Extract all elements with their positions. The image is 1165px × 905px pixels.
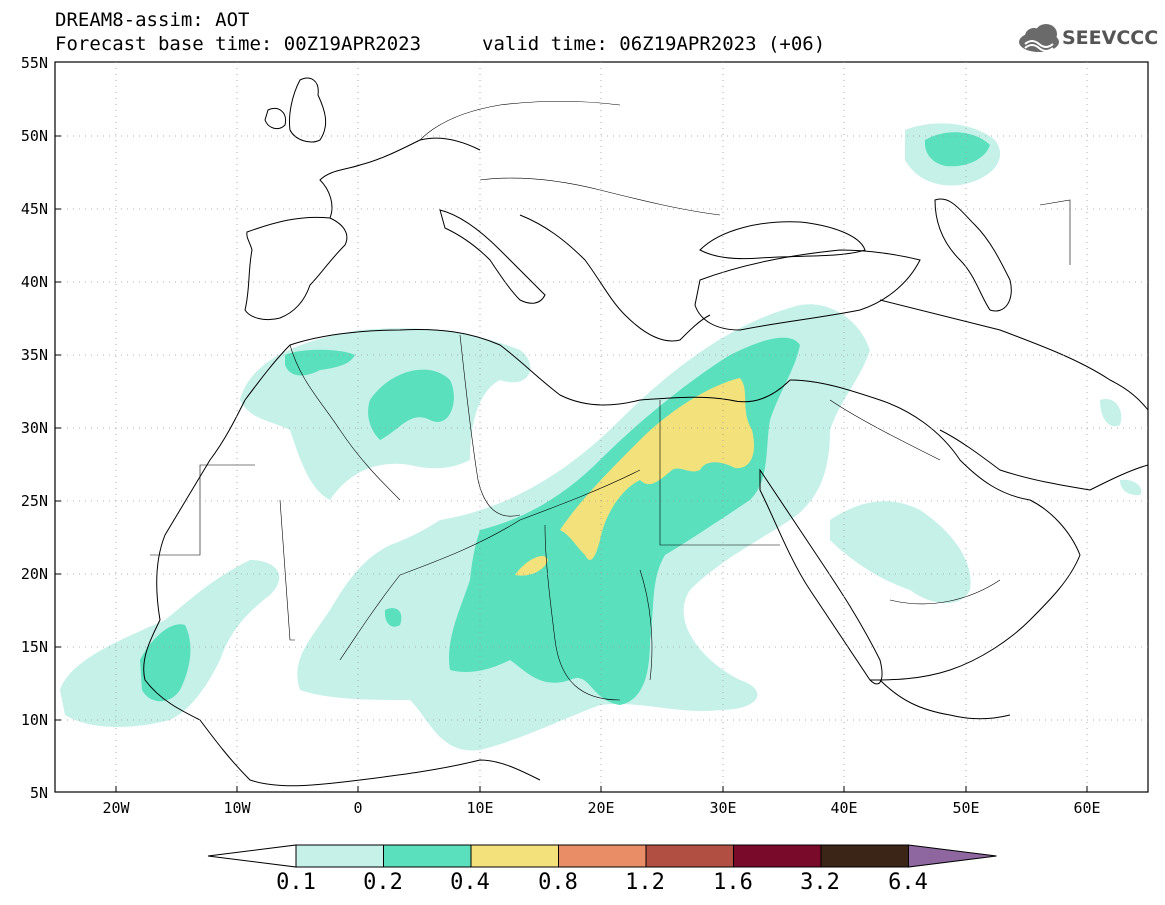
aot-level-0.2: [368, 369, 454, 440]
colorbar-label: 1.6: [713, 870, 753, 895]
lat-label: 55N: [20, 54, 48, 72]
lon-label: 20E: [587, 799, 615, 817]
lat-label: 30N: [20, 419, 48, 437]
colorbar-segment: [733, 844, 822, 868]
lon-label: 10E: [466, 799, 494, 817]
colorbar-over-arrow: [908, 844, 997, 868]
colorbar-segment: [820, 844, 909, 868]
colorbar-segment: [558, 844, 647, 868]
country-borders: [150, 100, 1071, 701]
lon-label: 20W: [102, 799, 130, 817]
lon-label: 0: [353, 799, 363, 817]
aot-level-0.2: [285, 349, 355, 376]
colorbar-label: 0.2: [363, 870, 403, 895]
coastlines: [143, 77, 1149, 787]
colorbar-label: 6.4: [888, 870, 928, 895]
colorbar-label: 0.1: [276, 870, 316, 895]
cloud-logo-icon: [1019, 24, 1059, 52]
lat-label: 25N: [20, 492, 48, 510]
colorbar-label: 0.4: [450, 870, 490, 895]
map-title: DREAM8-assim: AOT: [55, 9, 250, 31]
lat-label: 50N: [20, 127, 48, 145]
lon-label: 60E: [1073, 799, 1101, 817]
aot-level-0.2: [924, 132, 990, 167]
valid-time: valid time: 06Z19APR2023 (+06): [482, 33, 826, 55]
colorbar-label: 3.2: [800, 870, 840, 895]
colorbar-label: 1.2: [625, 870, 665, 895]
aot-level-0.4: [560, 378, 755, 560]
lat-label: 15N: [20, 638, 48, 656]
aot-level-0.1: [830, 501, 971, 604]
colorbar-segment: [470, 844, 559, 868]
lon-label: 50E: [952, 799, 980, 817]
lon-label: 40E: [830, 799, 858, 817]
lat-label: 5N: [29, 784, 48, 802]
lon-label: 30E: [709, 799, 737, 817]
colorbar-segment: [645, 844, 734, 868]
lat-label: 45N: [20, 200, 48, 218]
lon-label: 10W: [223, 799, 251, 817]
aot-level-0.2: [384, 608, 402, 627]
colorbar-label: 0.8: [538, 870, 578, 895]
lat-label: 35N: [20, 346, 48, 364]
aot-level-0.1: [1100, 399, 1122, 427]
aot-level-0.2: [140, 624, 191, 702]
lat-label: 20N: [20, 565, 48, 583]
aot-level-0.1: [1120, 479, 1142, 496]
logo-text: SEEVCCC: [1062, 27, 1159, 49]
tick-marks: [55, 135, 1088, 792]
gridlines: [55, 62, 1148, 792]
aot-shading: [60, 123, 1142, 751]
lat-label: 10N: [20, 711, 48, 729]
colorbar-segment: [383, 844, 472, 868]
colorbar-under-arrow: [207, 844, 297, 868]
aot-level-0.4: [515, 555, 548, 576]
colorbar-segment: [295, 844, 384, 868]
forecast-base-time: Forecast base time: 00Z19APR2023: [55, 33, 422, 55]
lat-label: 40N: [20, 273, 48, 291]
